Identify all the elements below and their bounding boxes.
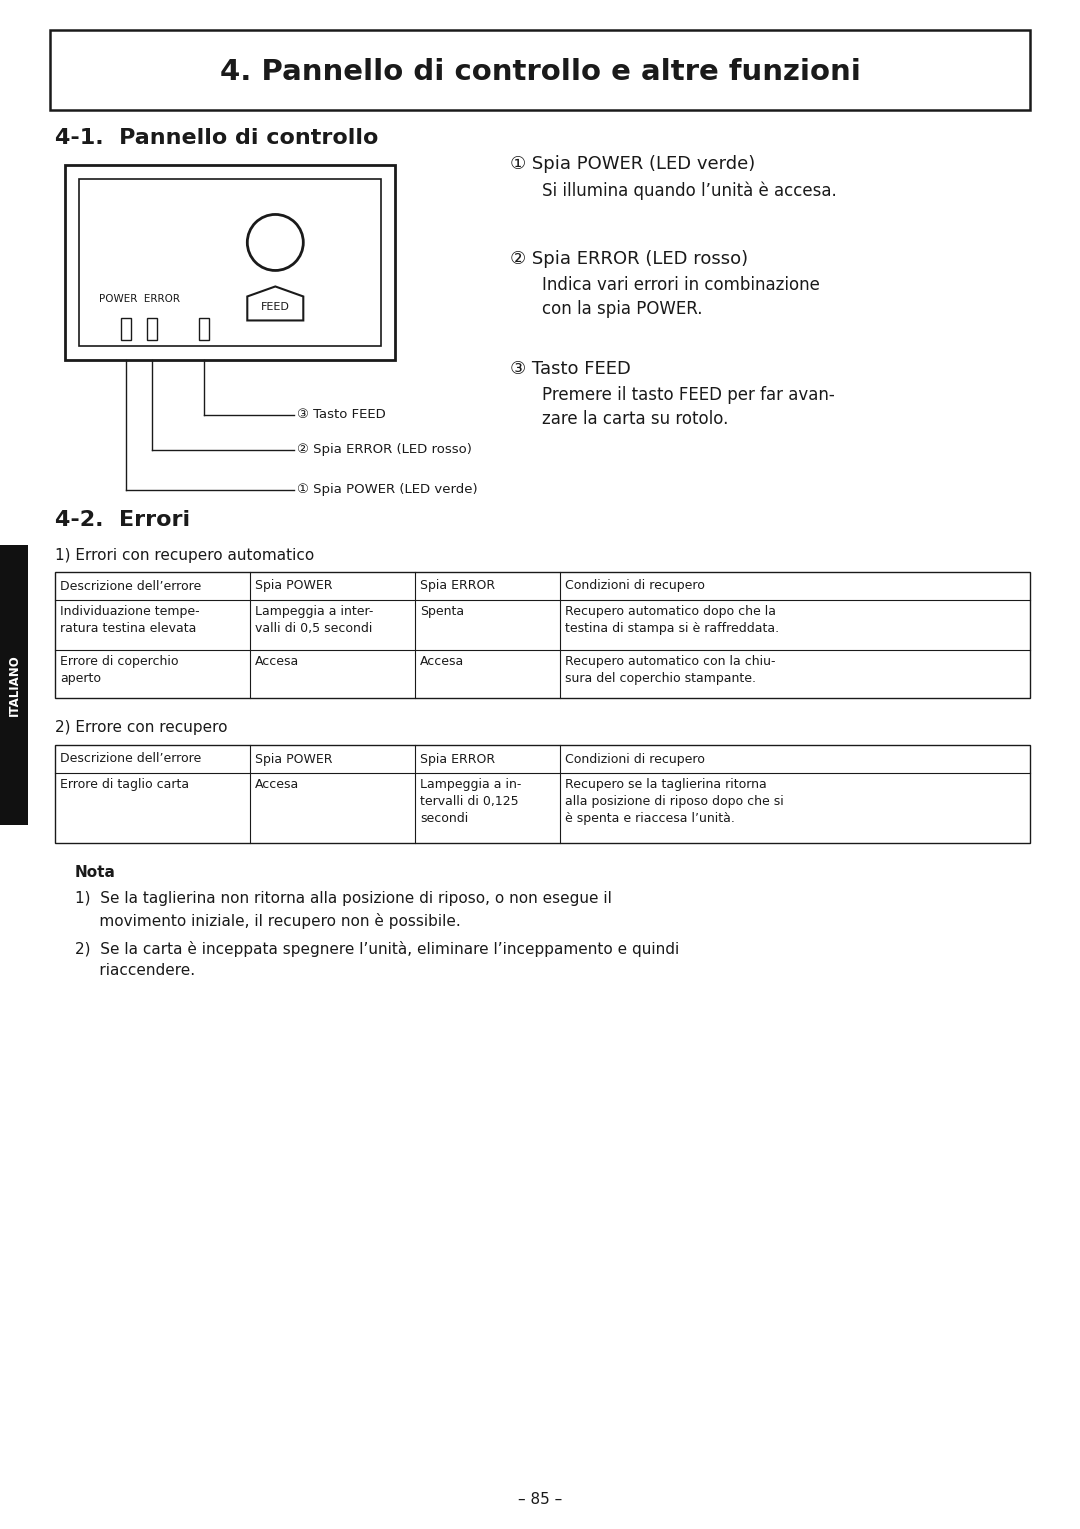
Text: Spia ERROR: Spia ERROR — [420, 579, 495, 593]
Text: Spia POWER: Spia POWER — [255, 752, 333, 766]
Text: Descrizione dell’errore: Descrizione dell’errore — [60, 579, 201, 593]
Text: – 85 –: – 85 – — [518, 1492, 562, 1508]
Text: Recupero se la taglierina ritorna
alla posizione di riposo dopo che si
è spenta : Recupero se la taglierina ritorna alla p… — [565, 778, 784, 826]
Text: Lampeggia a inter-
valli di 0,5 secondi: Lampeggia a inter- valli di 0,5 secondi — [255, 605, 374, 635]
Text: Lampeggia a in-
tervalli di 0,125
secondi: Lampeggia a in- tervalli di 0,125 second… — [420, 778, 522, 826]
Text: 2)  Se la carta è inceppata spegnere l’unità, eliminare l’inceppamento e quindi: 2) Se la carta è inceppata spegnere l’un… — [75, 940, 679, 957]
Text: Errore di coperchio
aperto: Errore di coperchio aperto — [60, 654, 178, 685]
Text: ② Spia ERROR (LED rosso): ② Spia ERROR (LED rosso) — [297, 443, 472, 457]
Text: ② Spia ERROR (LED rosso): ② Spia ERROR (LED rosso) — [510, 251, 748, 268]
Text: Accesa: Accesa — [255, 654, 299, 668]
Bar — [55, 745, 1030, 842]
Text: Nota: Nota — [75, 865, 116, 881]
Bar — [79, 179, 381, 346]
Text: 4-2.  Errori: 4-2. Errori — [55, 511, 190, 531]
Text: Errore di taglio carta: Errore di taglio carta — [60, 778, 189, 790]
Polygon shape — [247, 286, 303, 321]
Text: Spia ERROR: Spia ERROR — [420, 752, 495, 766]
Text: 4. Pannello di controllo e altre funzioni: 4. Pannello di controllo e altre funzion… — [219, 58, 861, 86]
Text: 1)  Se la taglierina non ritorna alla posizione di riposo, o non esegue il: 1) Se la taglierina non ritorna alla pos… — [75, 891, 612, 907]
Bar — [50, 31, 1030, 110]
Text: 1) Errori con recupero automatico: 1) Errori con recupero automatico — [55, 547, 314, 563]
Text: riaccendere.: riaccendere. — [75, 963, 195, 979]
Text: Accesa: Accesa — [255, 778, 299, 790]
Text: Recupero automatico con la chiu-
sura del coperchio stampante.: Recupero automatico con la chiu- sura de… — [565, 654, 775, 685]
Text: Spenta: Spenta — [420, 605, 464, 618]
Text: Si illumina quando l’unità è accesa.: Si illumina quando l’unità è accesa. — [542, 180, 837, 199]
Text: Condizioni di recupero: Condizioni di recupero — [565, 579, 705, 593]
Text: Descrizione dell’errore: Descrizione dell’errore — [60, 752, 201, 766]
Bar — [65, 165, 395, 359]
Text: ③ Tasto FEED: ③ Tasto FEED — [297, 408, 386, 422]
Text: movimento iniziale, il recupero non è possibile.: movimento iniziale, il recupero non è po… — [75, 913, 461, 930]
Text: Spia POWER: Spia POWER — [255, 579, 333, 593]
Text: Individuazione tempe-
ratura testina elevata: Individuazione tempe- ratura testina ele… — [60, 605, 200, 635]
Bar — [55, 572, 1030, 699]
Text: Indica vari errori in combinazione
con la spia POWER.: Indica vari errori in combinazione con l… — [542, 277, 820, 318]
Text: 4-1.  Pannello di controllo: 4-1. Pannello di controllo — [55, 128, 378, 148]
Text: FEED: FEED — [261, 301, 289, 312]
Text: Recupero automatico dopo che la
testina di stampa si è raffreddata.: Recupero automatico dopo che la testina … — [565, 605, 779, 635]
Bar — [199, 318, 210, 339]
Text: Accesa: Accesa — [420, 654, 464, 668]
Text: Premere il tasto FEED per far avan-
zare la carta su rotolo.: Premere il tasto FEED per far avan- zare… — [542, 385, 835, 428]
Bar — [0, 544, 28, 826]
Text: 2) Errore con recupero: 2) Errore con recupero — [55, 720, 228, 735]
Text: Condizioni di recupero: Condizioni di recupero — [565, 752, 705, 766]
Text: POWER  ERROR: POWER ERROR — [99, 294, 180, 304]
Text: ③ Tasto FEED: ③ Tasto FEED — [510, 359, 631, 378]
Text: ITALIANO: ITALIANO — [8, 654, 21, 716]
Text: ① Spia POWER (LED verde): ① Spia POWER (LED verde) — [297, 483, 477, 497]
Bar — [147, 318, 157, 339]
Circle shape — [247, 214, 303, 271]
Text: ① Spia POWER (LED verde): ① Spia POWER (LED verde) — [510, 154, 755, 173]
Bar — [121, 318, 131, 339]
